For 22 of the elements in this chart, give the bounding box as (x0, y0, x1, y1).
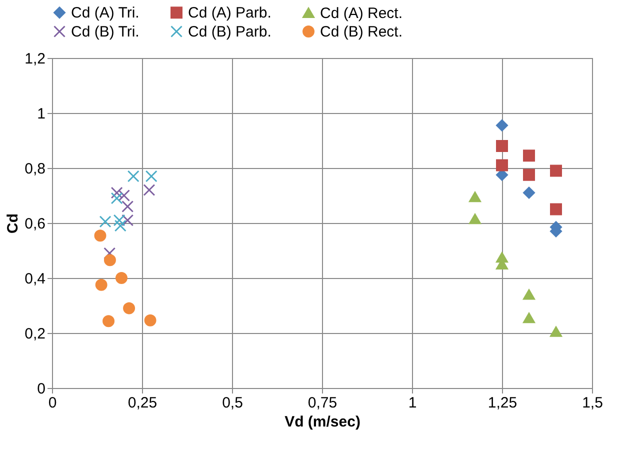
y-tick-label: 1,2 (24, 50, 46, 68)
y-tick-label: 0,4 (24, 270, 46, 288)
legend-label: Cd (A) Parb. (188, 4, 272, 22)
legend-label: Cd (A) Rect. (320, 4, 403, 22)
y-axis-title: Cd (4, 214, 22, 234)
y-tick-label: 0,2 (24, 326, 46, 342)
y-tick-label: 0,8 (24, 160, 46, 178)
legend-label: Cd (B) Parb. (188, 24, 272, 40)
legend-label: Cd (B) Rect. (320, 24, 403, 40)
y-tick-label: 1 (37, 106, 46, 122)
x-tick-label: 0,75 (308, 394, 338, 412)
x-tick-label: 0,5 (222, 394, 243, 412)
x-tick-label: 1,25 (488, 394, 518, 412)
x-tick-label: 1,5 (582, 394, 603, 412)
legend-label: Cd (A) Tri. (71, 4, 140, 22)
y-tick-label: 0,6 (24, 216, 46, 232)
x-tick-label: 0 (48, 394, 57, 412)
legend-label: Cd (B) Tri. (71, 24, 140, 40)
y-tick-label: 0 (37, 380, 46, 398)
x-tick-label: 0,25 (128, 394, 158, 412)
x-tick-label: 1 (408, 394, 417, 412)
x-axis-title: Vd (m/sec) (284, 414, 360, 430)
